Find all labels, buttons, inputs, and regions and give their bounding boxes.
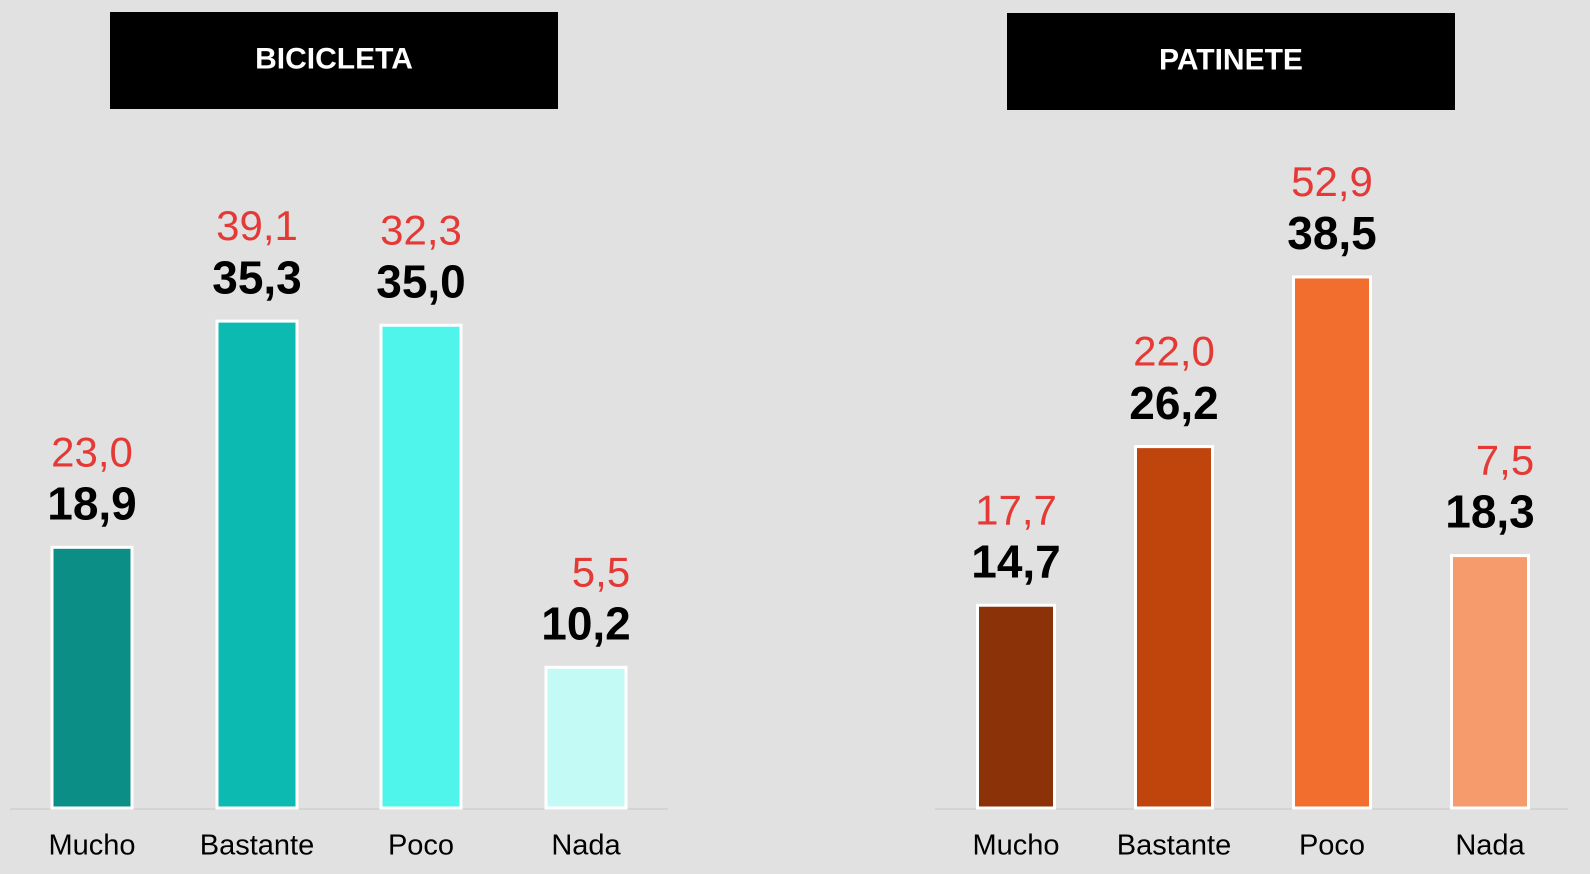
chart-title: BICICLETA [255, 42, 413, 75]
bar [50, 545, 134, 810]
x-tick-label: Nada [1455, 830, 1525, 862]
value-label: 26,2 [1129, 377, 1219, 429]
value-label: 35,3 [212, 251, 302, 303]
bar [1450, 554, 1530, 810]
value-label: 10,2 [541, 597, 631, 649]
x-tick-label: Mucho [972, 830, 1059, 862]
comparison-label: 39,1 [216, 202, 298, 249]
x-tick-label: Poco [1299, 830, 1365, 862]
bar [976, 603, 1056, 810]
x-tick-label: Mucho [48, 830, 135, 862]
bar [544, 665, 628, 810]
chart-title: PATINETE [1159, 43, 1303, 76]
title-box [110, 12, 558, 109]
comparison-label: 17,7 [975, 486, 1057, 533]
x-tick-label: Bastante [200, 830, 314, 862]
comparison-label: 7,5 [1476, 437, 1534, 484]
value-label: 14,7 [971, 535, 1061, 587]
comparison-label: 22,0 [1133, 328, 1215, 375]
value-label: 38,5 [1287, 207, 1377, 259]
comparison-label: 5,5 [572, 548, 630, 595]
value-label: 18,9 [47, 477, 137, 529]
x-tick-label: Bastante [1117, 830, 1231, 862]
x-tick-label: Poco [388, 830, 454, 862]
bar [1134, 445, 1214, 810]
value-label: 35,0 [376, 255, 466, 307]
bar [215, 319, 299, 810]
comparison-label: 32,3 [380, 206, 462, 253]
comparison-label: 23,0 [51, 428, 133, 475]
title-box [1007, 13, 1455, 110]
value-label: 18,3 [1445, 486, 1535, 538]
bar [1292, 275, 1372, 810]
x-tick-label: Nada [551, 830, 621, 862]
bar [379, 323, 463, 810]
comparison-label: 52,9 [1291, 158, 1373, 205]
